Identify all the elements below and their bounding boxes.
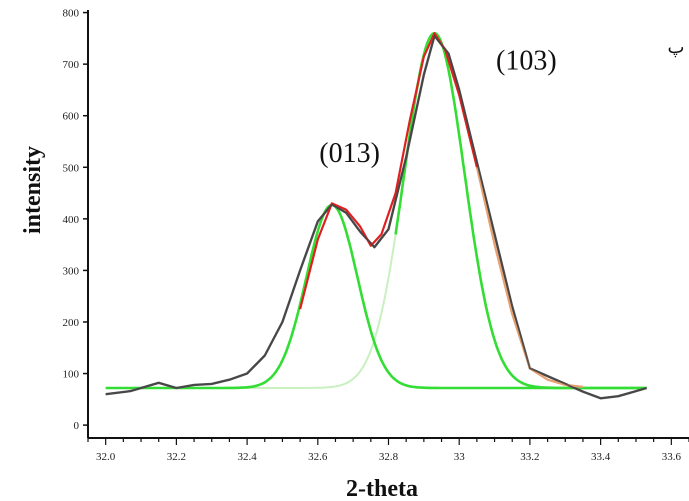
x-tick-label: 32.2 bbox=[167, 451, 186, 463]
peak-fit-faint-2 bbox=[105, 32, 647, 389]
annotations: (013) (103) bbox=[319, 45, 556, 169]
series-line-3 bbox=[475, 167, 584, 388]
x-tick-label: 32.8 bbox=[379, 451, 399, 463]
curves-layer bbox=[105, 31, 647, 400]
peak-annotation: (103) bbox=[496, 45, 557, 76]
x-tick-label: 33.6 bbox=[662, 451, 682, 463]
peak-fit-2 bbox=[394, 31, 647, 390]
y-tick-label: 600 bbox=[63, 111, 80, 123]
corner-mark: پ bbox=[668, 37, 685, 58]
y-tick-label: 100 bbox=[63, 369, 80, 381]
x-axis-title: 2-theta bbox=[346, 476, 418, 501]
x-tick-label: 32.0 bbox=[96, 451, 116, 463]
peak-fit-1 bbox=[105, 203, 647, 390]
y-tick-label: 500 bbox=[63, 162, 80, 174]
x-tick-label: 33.4 bbox=[591, 451, 611, 463]
measured-line-overlay bbox=[105, 34, 647, 400]
y-tick-label: 400 bbox=[63, 214, 80, 226]
y-tick-label: 700 bbox=[63, 59, 80, 71]
peak-fit-faint-1 bbox=[105, 203, 647, 389]
x-tick-label: 33.2 bbox=[520, 451, 539, 463]
y-tick-label: 300 bbox=[63, 265, 80, 277]
y-axis-title: intensity bbox=[20, 146, 46, 234]
peak-annotation: (013) bbox=[319, 138, 380, 169]
y-ticks: 0 100 200 300 400 500 600 700 800 bbox=[63, 8, 88, 432]
x-tick-label: 32.4 bbox=[237, 451, 257, 463]
y-tick-label: 0 bbox=[74, 420, 80, 432]
y-tick-label: 200 bbox=[63, 317, 80, 329]
x-tick-label: 33 bbox=[454, 451, 466, 463]
x-ticks: 32.0 32.2 32.4 32.6 32.8 33 33.2 33.4 33.6 bbox=[87, 438, 689, 463]
y-tick-label: 800 bbox=[63, 8, 80, 20]
x-tick-label: 32.6 bbox=[308, 451, 328, 463]
